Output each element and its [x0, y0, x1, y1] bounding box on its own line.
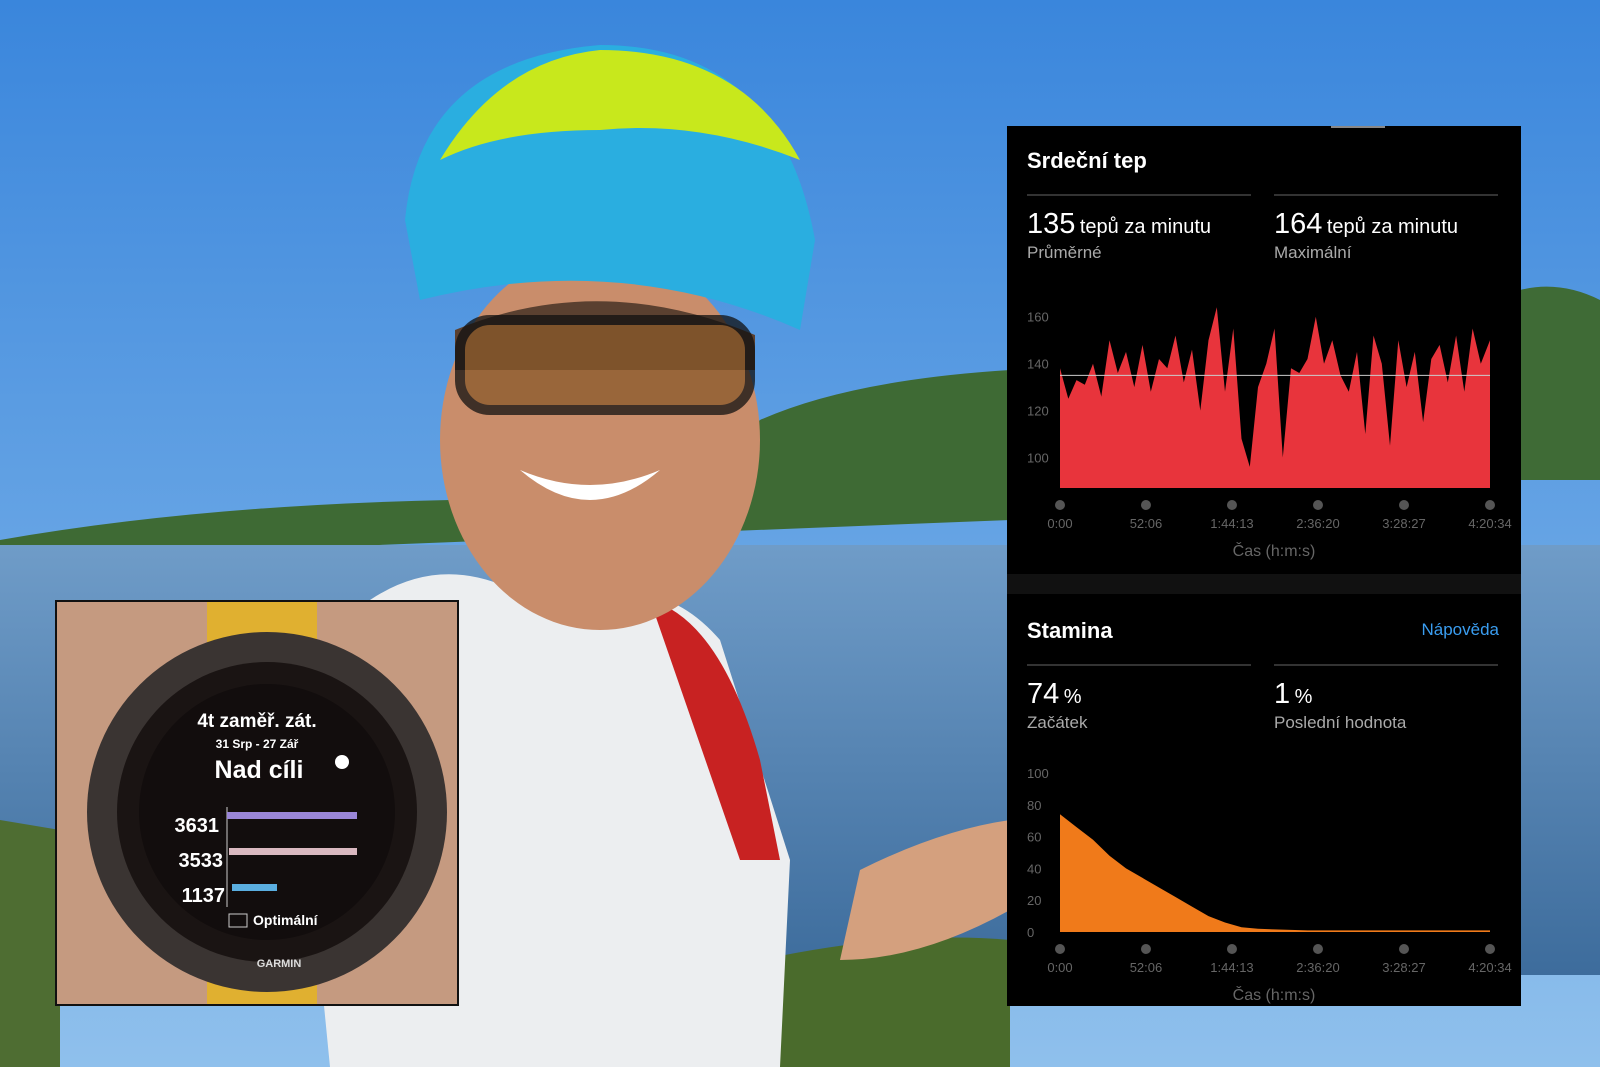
- stamina-chart: 100 80 60 40 20 0 0:00 52:06 1:44:13 2:36:20 3:28:…: [1027, 766, 1512, 1004]
- watch-bar-1: [227, 812, 357, 819]
- watch-legend: Optimální: [253, 912, 319, 928]
- watch-bar-3: [232, 884, 277, 891]
- x-tick-dot: [1485, 944, 1495, 954]
- avg-hr-label: Průměrné: [1027, 243, 1102, 262]
- optimal-legend-box: [228, 913, 248, 928]
- y-tick-label: 80: [1027, 798, 1041, 813]
- watch-bar-2: [229, 848, 357, 855]
- stamina-start-unit: %: [1063, 686, 1082, 708]
- x-tick-label: 52:06: [1130, 960, 1163, 975]
- x-tick-dot: [1140, 944, 1151, 954]
- watch-status: Nad cíli: [215, 756, 304, 784]
- section-divider: [1007, 574, 1521, 594]
- glasses: [455, 315, 755, 415]
- x-tick-label: 0:00: [1047, 960, 1072, 975]
- x-tick-label: 2:36:20: [1296, 516, 1339, 531]
- x-tick-label: 4:20:34: [1468, 516, 1511, 531]
- y-tick-label: 40: [1027, 861, 1041, 876]
- x-axis-label: Čas (h:m:s): [1233, 985, 1316, 1004]
- x-tick-dot: [1485, 500, 1495, 510]
- max-hr-value: 164: [1274, 208, 1323, 240]
- y-tick-label: 20: [1027, 893, 1041, 908]
- x-tick-label: 0:00: [1047, 516, 1072, 531]
- heart-rate-chart: 160 140 120 100 0:00 52:06 1:44:13 2:36:20 3:28:…: [1027, 307, 1512, 560]
- x-tick-dot: [1312, 944, 1323, 954]
- stamina-start-value: 74: [1027, 678, 1060, 710]
- x-tick-label: 3:28:27: [1382, 960, 1425, 975]
- max-hr-unit: tepů za minutu: [1326, 216, 1459, 238]
- x-tick-dot: [1398, 944, 1409, 954]
- y-tick-label: 60: [1027, 830, 1041, 845]
- x-axis-label: Čas (h:m:s): [1233, 541, 1316, 560]
- watch-row-value: 1137: [182, 885, 225, 907]
- help-link[interactable]: Nápověda: [1421, 620, 1499, 639]
- watch-row-value: 3631: [175, 815, 220, 837]
- x-tick-dot: [1226, 944, 1237, 954]
- garmin-watch-inset: 4t zaměř. zát. 31 Srp - 27 Zář Nad cíli …: [55, 600, 459, 1006]
- drag-handle[interactable]: [1331, 126, 1385, 128]
- x-tick-dot: [1312, 500, 1323, 510]
- info-icon: [335, 755, 349, 769]
- x-tick-dot: [1226, 500, 1237, 510]
- watch-date-range: 31 Srp - 27 Zář: [216, 737, 299, 751]
- y-tick-label: 100: [1027, 766, 1049, 781]
- x-tick-dot: [1398, 500, 1409, 510]
- watch-title: 4t zaměř. zát.: [197, 711, 316, 732]
- stamina-last-unit: %: [1294, 686, 1313, 708]
- y-tick-label: 120: [1027, 404, 1049, 419]
- max-hr-stat: 164 tepů za minutu Maximální: [1274, 194, 1498, 263]
- y-tick-label: 0: [1027, 925, 1034, 940]
- x-tick-dot: [1055, 944, 1065, 954]
- stamina-last-value: 1: [1274, 678, 1291, 710]
- heart-rate-title: Srdeční tep: [1027, 148, 1147, 173]
- y-tick-label: 100: [1027, 451, 1049, 466]
- stamina-start-stat: 74 % Začátek: [1027, 664, 1251, 733]
- x-tick-label: 1:44:13: [1210, 516, 1253, 531]
- x-tick-label: 2:36:20: [1296, 960, 1339, 975]
- x-tick-label: 52:06: [1130, 516, 1163, 531]
- garmin-connect-panel: Srdeční tep 135 tepů za minutu Průměrné …: [1007, 126, 1521, 1006]
- x-tick-label: 1:44:13: [1210, 960, 1253, 975]
- stamina-title: Stamina: [1027, 618, 1113, 643]
- avg-hr-stat: 135 tepů za minutu Průměrné: [1027, 194, 1251, 263]
- heart-rate-area: [1060, 307, 1490, 488]
- x-tick-dot: [1055, 500, 1065, 510]
- stamina-area: [1060, 814, 1490, 932]
- x-tick-label: 3:28:27: [1382, 516, 1425, 531]
- avg-hr-value: 135: [1027, 208, 1076, 240]
- x-tick-dot: [1140, 500, 1151, 510]
- watch-row-value: 3533: [179, 850, 224, 872]
- x-tick-label: 4:20:34: [1468, 960, 1511, 975]
- y-tick-label: 140: [1027, 357, 1049, 372]
- smile: [520, 470, 660, 500]
- avg-hr-unit: tepů za minutu: [1079, 216, 1212, 238]
- stamina-start-label: Začátek: [1027, 713, 1088, 732]
- y-tick-label: 160: [1027, 310, 1049, 325]
- max-hr-label: Maximální: [1274, 243, 1352, 262]
- stamina-last-stat: 1 % Poslední hodnota: [1274, 664, 1498, 733]
- watch-brand-logo: GARMIN: [257, 958, 302, 970]
- stamina-last-label: Poslední hodnota: [1274, 713, 1407, 732]
